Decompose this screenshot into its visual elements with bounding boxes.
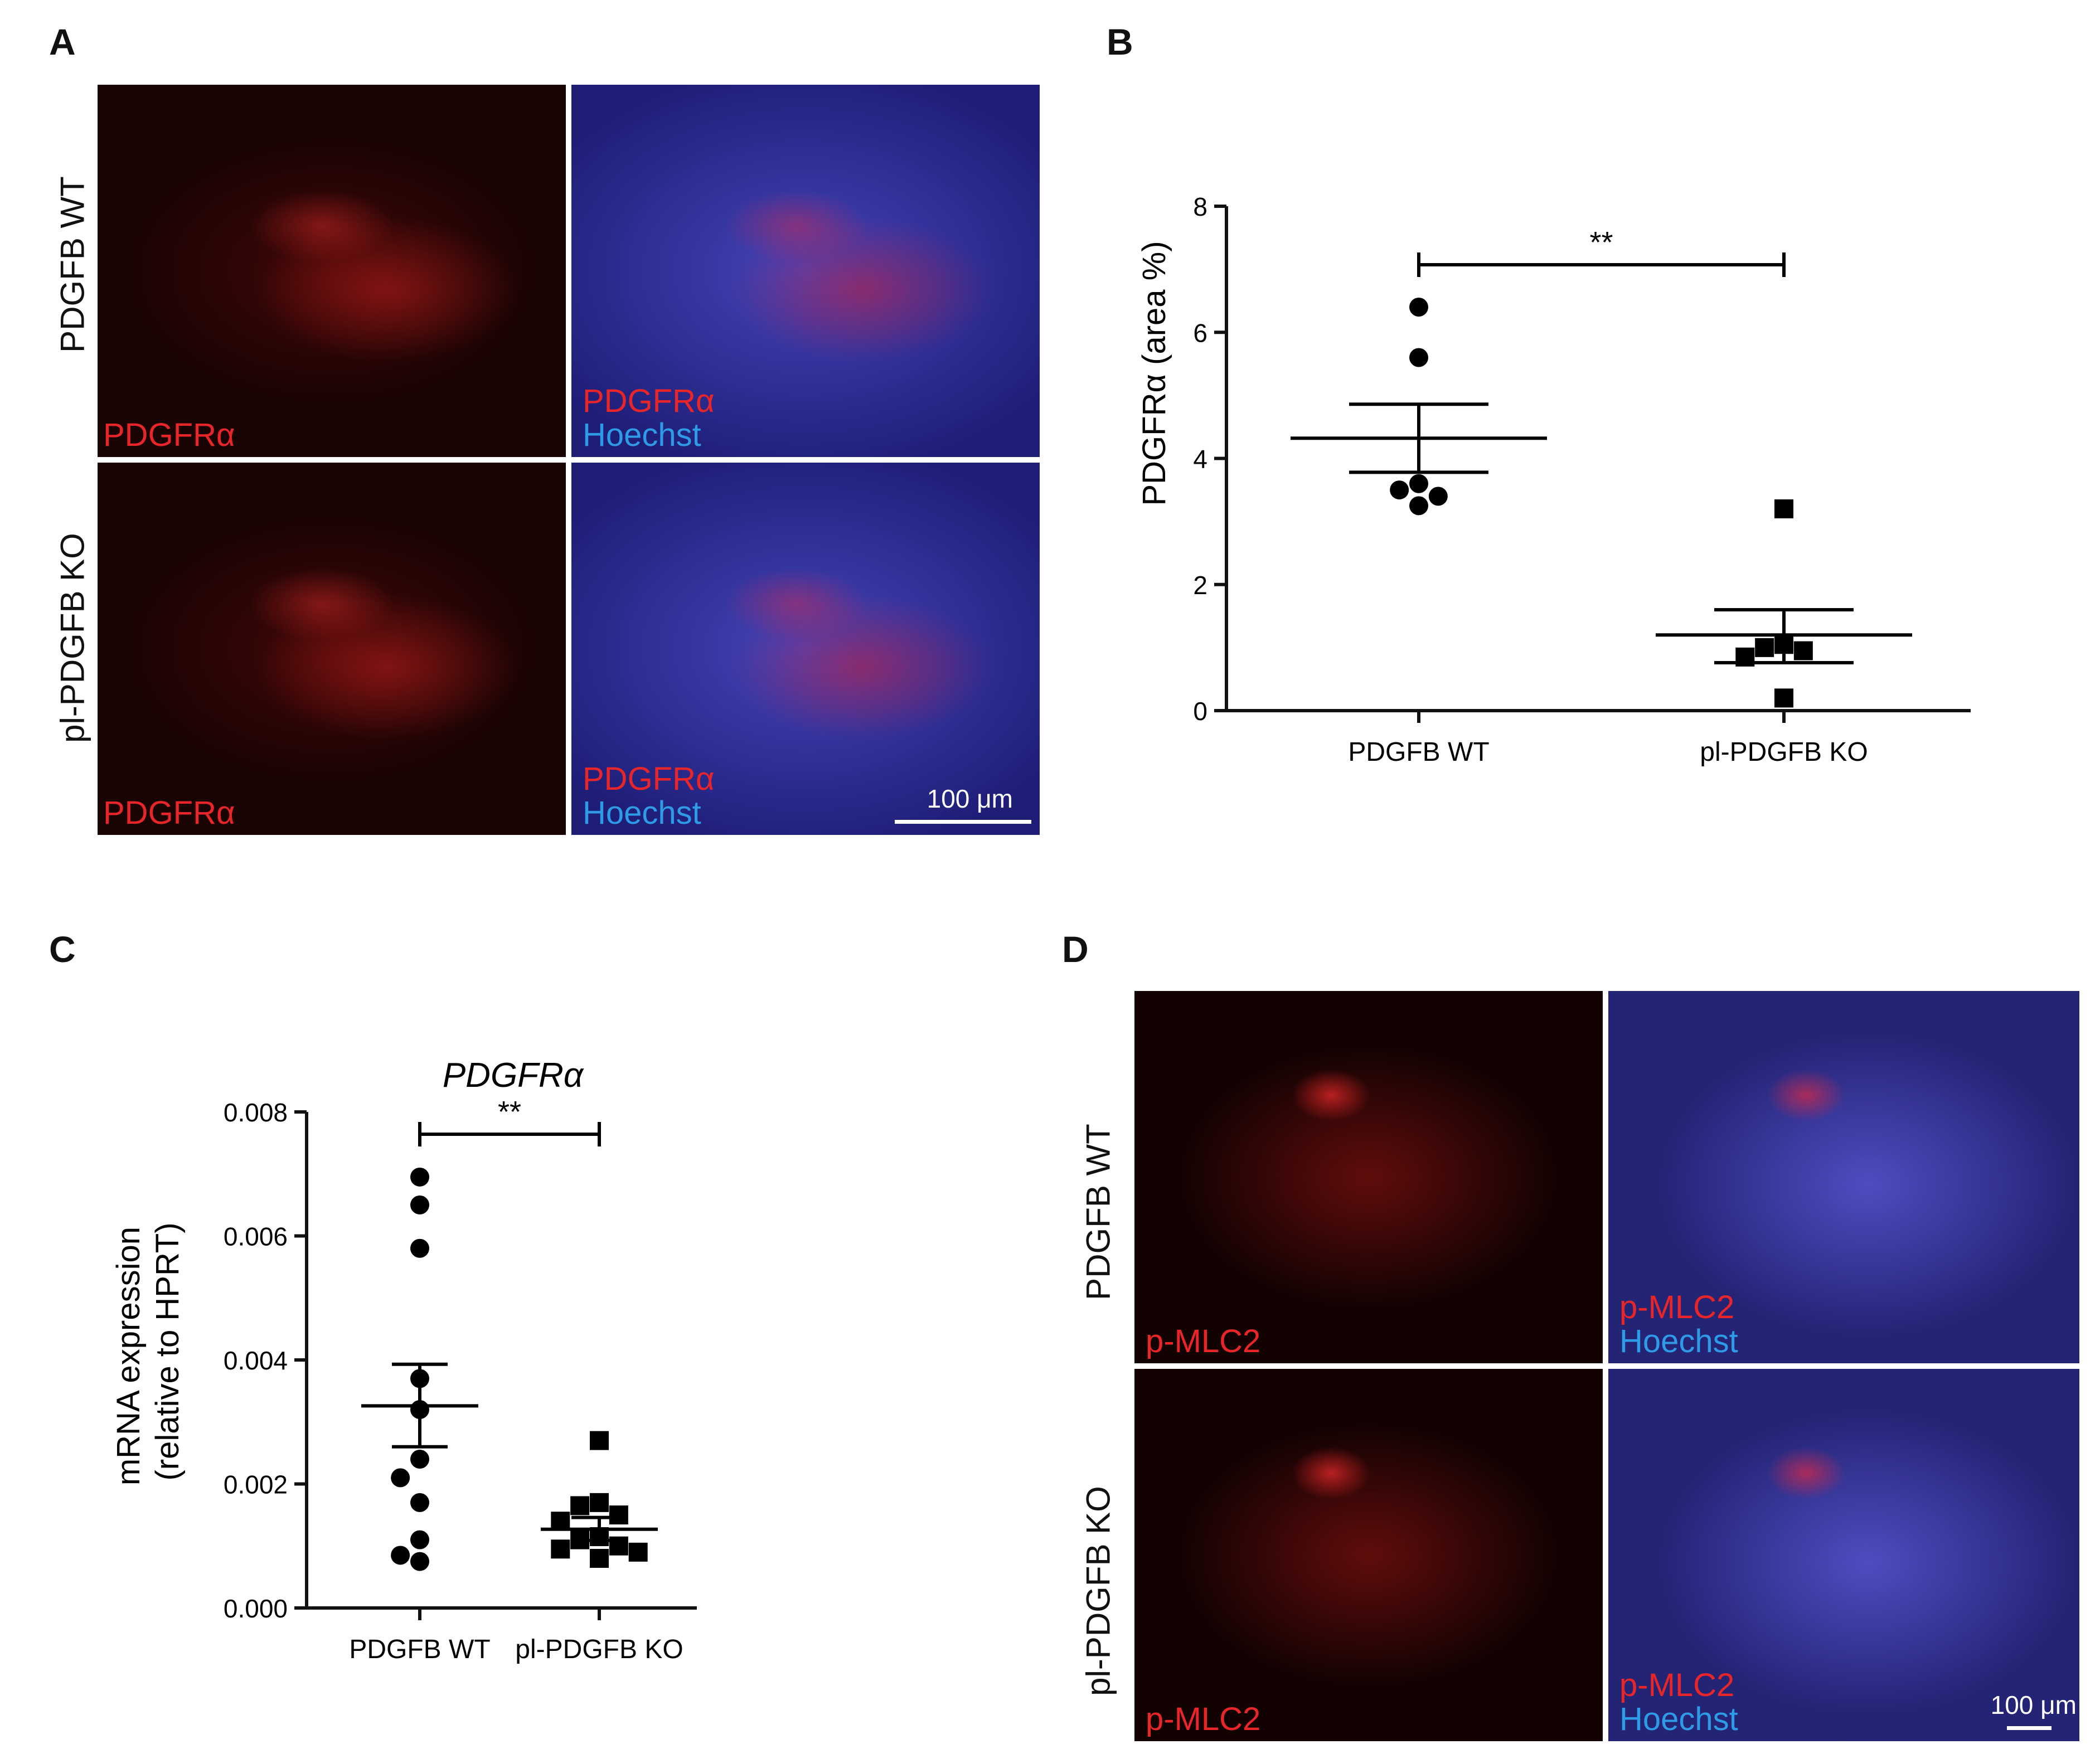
x-axis: PDGFB WT pl-PDGFB KO <box>1226 709 1971 767</box>
data-point-square <box>1774 499 1793 518</box>
data-point-circle <box>1409 474 1428 493</box>
scale-bar <box>2007 1726 2051 1730</box>
panel-a-tile-ko-merge: PDGFRα Hoechst 100 μm <box>571 463 1040 835</box>
panel-c-chart: PDGFRα mRNA expression (relative to HPRT… <box>111 1056 697 1664</box>
data-point-circle <box>1390 480 1409 500</box>
tile-label-counterstain: Hoechst <box>583 417 701 454</box>
y-tick-label: 0.006 <box>224 1222 288 1251</box>
panel-a-tile-wt-pdgfra: PDGFRα <box>98 85 566 457</box>
data-point-square <box>1793 641 1813 660</box>
y-axis-label: mRNA expression (relative to HPRT) <box>111 1218 186 1485</box>
y-axis: 0 2 4 6 8 <box>1193 192 1228 726</box>
data-point-circle <box>410 1530 429 1549</box>
data-point-circle <box>410 1195 429 1214</box>
chart-title: PDGFRα <box>443 1056 584 1095</box>
tile-label-channel: PDGFRα <box>583 761 715 798</box>
data-point-square <box>590 1493 609 1512</box>
significance-label: ** <box>498 1095 521 1129</box>
data-point-circle <box>1428 487 1448 506</box>
y-tick-label: 0.008 <box>224 1098 288 1127</box>
panel-b-chart: PDGFRα (area %) 0 2 4 6 8 PDGFB WT pl-PDGFB K… <box>1136 192 1971 767</box>
data-point-circle <box>1409 348 1428 367</box>
scale-bar-label: 100 μm <box>927 784 1013 813</box>
data-point-square <box>628 1542 648 1562</box>
significance-bracket: ** <box>418 1095 601 1146</box>
data-point-square <box>551 1539 570 1559</box>
data-point-circle <box>1409 298 1428 317</box>
y-tick-label: 0 <box>1193 697 1207 726</box>
panel-a-row-label-wt: PDGFB WT <box>54 176 91 353</box>
data-point-circle <box>391 1546 410 1565</box>
data-point-circle <box>410 1450 429 1469</box>
x-axis: PDGFB WT pl-PDGFB KO <box>307 1606 697 1664</box>
significance-bracket: ** <box>1417 226 1786 277</box>
data-point-square <box>590 1549 609 1568</box>
data-point-square <box>609 1505 628 1525</box>
tile-label-channel: PDGFRα <box>103 417 235 454</box>
significance-label: ** <box>1589 226 1613 259</box>
data-point-square <box>1774 688 1793 708</box>
panel-d-tile-ko-merge: p-MLC2 Hoechst 100 μm <box>1608 1369 2079 1741</box>
panel-d-tile-ko-pmlc2: p-MLC2 <box>1134 1369 1603 1741</box>
x-tick-label: PDGFB WT <box>349 1635 490 1664</box>
y-tick-label: 6 <box>1193 318 1207 347</box>
x-tick-label: pl-PDGFB KO <box>515 1635 683 1664</box>
panel-d-tile-wt-pmlc2: p-MLC2 <box>1134 991 1603 1363</box>
y-tick-label: 0.000 <box>224 1594 288 1623</box>
y-axis: 0.000 0.002 0.004 0.006 0.008 <box>224 1098 308 1623</box>
y-tick-label: 8 <box>1193 192 1207 221</box>
data-point-circle <box>410 1552 429 1571</box>
data-points <box>391 1167 648 1571</box>
panel-d-row-label-ko: pl-PDGFB KO <box>1079 1486 1117 1696</box>
panel-a-row-label-ko: pl-PDGFB KO <box>54 533 91 743</box>
tile-label-channel: PDGFRα <box>103 795 235 832</box>
tile-label-channel: PDGFRα <box>583 383 715 420</box>
x-tick-label: pl-PDGFB KO <box>1700 737 1868 767</box>
data-point-square <box>551 1512 570 1531</box>
panel-letter-d: D <box>1062 929 1089 970</box>
tile-label-channel: p-MLC2 <box>1146 1701 1261 1738</box>
x-tick-label: PDGFB WT <box>1348 737 1489 767</box>
panel-a-tile-ko-pdgfra: PDGFRα <box>98 463 566 835</box>
data-point-circle <box>410 1238 429 1258</box>
y-tick-label: 0.004 <box>224 1346 288 1375</box>
scale-bar-label: 100 μm <box>1990 1690 2077 1719</box>
data-point-circle <box>410 1167 429 1187</box>
data-point-square <box>570 1496 590 1515</box>
data-point-circle <box>1409 496 1428 516</box>
tile-label-channel: p-MLC2 <box>1146 1323 1261 1360</box>
data-point-circle <box>410 1493 429 1512</box>
y-axis-label: PDGFRα (area %) <box>1136 241 1172 506</box>
y-tick-label: 4 <box>1193 445 1207 474</box>
tile-label-counterstain: Hoechst <box>1619 1323 1738 1360</box>
mean-sem-bars <box>1291 402 1912 665</box>
data-points <box>1390 298 1813 708</box>
y-tick-label: 0.002 <box>224 1470 288 1499</box>
panel-d-tile-wt-merge: p-MLC2 Hoechst <box>1608 991 2079 1363</box>
data-point-square <box>1755 638 1774 657</box>
panel-d-row-label-wt: PDGFB WT <box>1079 1124 1117 1300</box>
y-tick-label: 2 <box>1193 571 1207 600</box>
tile-label-channel: p-MLC2 <box>1619 1667 1735 1704</box>
mean-sem-bars <box>361 1362 658 1542</box>
panel-letter-c: C <box>49 929 76 970</box>
panel-a-tile-wt-merge: PDGFRα Hoechst <box>571 85 1040 457</box>
tile-label-counterstain: Hoechst <box>1619 1701 1738 1738</box>
tile-label-counterstain: Hoechst <box>583 795 701 832</box>
panel-letter-a: A <box>49 21 76 62</box>
data-point-square <box>590 1431 609 1450</box>
data-point-circle <box>391 1468 410 1488</box>
scale-bar <box>895 820 1031 824</box>
tile-label-channel: p-MLC2 <box>1619 1289 1735 1326</box>
panel-letter-b: B <box>1107 21 1133 62</box>
